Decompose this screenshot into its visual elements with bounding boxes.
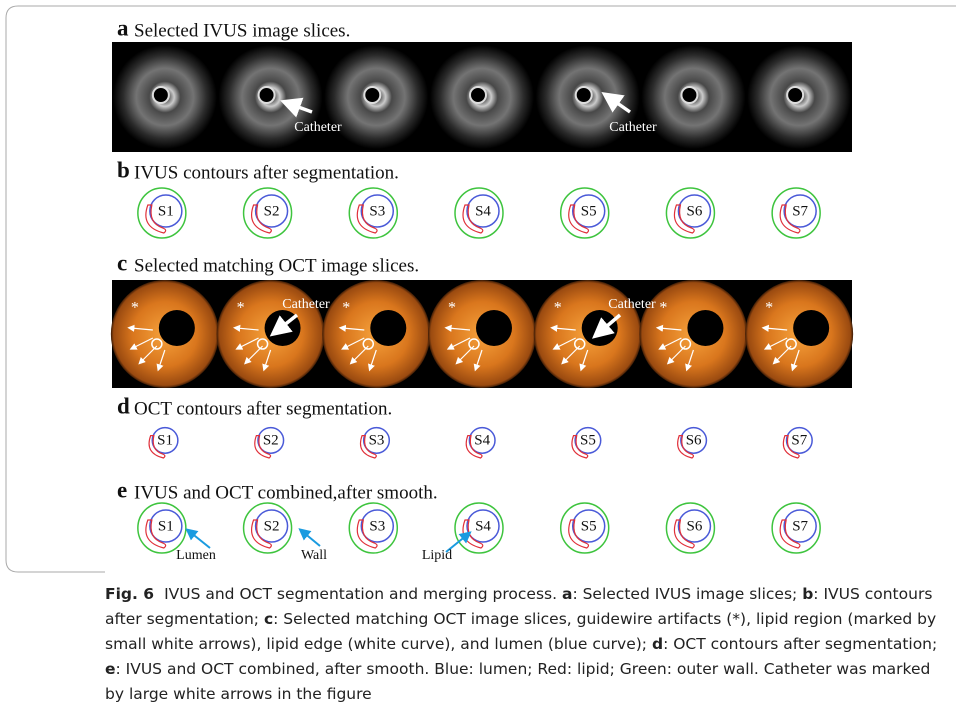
artifact-marker: * (554, 300, 562, 317)
slice-label: S7 (792, 518, 808, 534)
slice-label: S1 (158, 203, 174, 219)
caption-text: IVUS and OCT segmentation and merging pr… (164, 585, 557, 603)
caption-item: : Selected IVUS image slices; (572, 585, 797, 603)
panel-title: Selected IVUS image slices. (134, 20, 350, 41)
caption-item: : OCT contours after segmentation; (663, 635, 937, 653)
artifact-marker: * (659, 300, 667, 317)
slice-label: S1 (158, 518, 174, 534)
oct-lumen (582, 310, 618, 346)
artifact-marker: * (448, 300, 456, 317)
oct-lumen (476, 310, 512, 346)
annotation: Lumen (176, 548, 216, 563)
catheter-hole (153, 87, 169, 103)
annotation: Catheter (609, 120, 657, 135)
panel-letter: a (117, 15, 129, 40)
catheter-hole (470, 87, 486, 103)
annotation: Catheter (608, 297, 656, 312)
caption-key: b (802, 585, 813, 603)
oct-lumen (370, 310, 406, 346)
slice-label: S5 (580, 432, 596, 448)
panel-letter: b (117, 157, 130, 182)
artifact-marker: * (131, 300, 139, 317)
slice-label: S6 (687, 518, 703, 534)
slice-label: S2 (264, 203, 280, 219)
slice-label: S3 (369, 203, 385, 219)
catheter-hole (364, 87, 380, 103)
slice-label: S1 (157, 432, 173, 448)
caption: Fig. 6 IVUS and OCT segmentation and merg… (105, 582, 945, 707)
annotation: Catheter (294, 120, 342, 135)
catheter-hole (576, 87, 592, 103)
panel-title: Selected matching OCT image slices. (134, 255, 419, 276)
caption-key: d (652, 635, 663, 653)
oct-lumen (159, 310, 195, 346)
annotation: Wall (301, 548, 327, 563)
artifact-marker: * (342, 300, 350, 317)
artifact-marker: * (237, 300, 245, 317)
caption-item: : IVUS and OCT combined, after smooth. B… (105, 660, 930, 703)
annotation-arrow (190, 532, 210, 548)
slice-label: S4 (475, 203, 491, 219)
slice-label: S7 (792, 203, 808, 219)
page: aSelected IVUS image slices.CatheterCath… (0, 0, 956, 726)
slice-label: S2 (263, 432, 279, 448)
slice-label: S6 (687, 203, 703, 219)
slice-label: S3 (369, 518, 385, 534)
oct-lumen (687, 310, 723, 346)
panel-letter: d (117, 393, 130, 418)
panel-letter: e (117, 477, 127, 502)
panel-title: IVUS and OCT combined,after smooth. (134, 482, 438, 503)
slice-label: S7 (791, 432, 807, 448)
catheter-hole (259, 87, 275, 103)
panel-title: IVUS contours after segmentation. (134, 162, 399, 183)
caption-label: Fig. 6 (105, 585, 154, 603)
panel-letter: c (117, 250, 127, 275)
slice-label: S6 (686, 432, 702, 448)
caption-key: a (562, 585, 572, 603)
oct-lumen (793, 310, 829, 346)
caption-key: c (264, 610, 273, 628)
slice-label: S5 (581, 203, 597, 219)
annotation-arrow (303, 532, 320, 546)
slice-label: S4 (475, 518, 491, 534)
slice-label: S3 (369, 432, 385, 448)
caption-key: e (105, 660, 116, 678)
catheter-hole (787, 87, 803, 103)
annotation: Catheter (282, 297, 330, 312)
catheter-hole (681, 87, 697, 103)
slice-label: S5 (581, 518, 597, 534)
panel-title: OCT contours after segmentation. (134, 398, 392, 419)
annotation: Lipid (422, 548, 452, 563)
artifact-marker: * (765, 300, 773, 317)
slice-label: S2 (264, 518, 280, 534)
slice-label: S4 (474, 432, 490, 448)
